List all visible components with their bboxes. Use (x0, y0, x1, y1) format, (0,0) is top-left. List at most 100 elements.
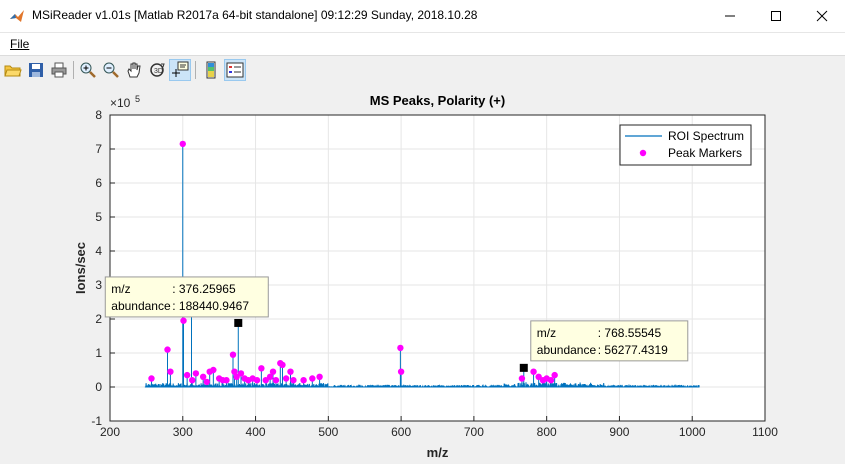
peak-marker (192, 370, 200, 377)
peak-marker (164, 346, 171, 353)
data-cursor-button[interactable] (169, 59, 191, 81)
y-tick-label: 8 (95, 108, 102, 122)
rotate-button[interactable]: 3D (146, 59, 168, 81)
peak-marker (309, 375, 316, 382)
y-exponent-base: ×10 (110, 96, 131, 110)
colorbar-icon (206, 61, 216, 79)
peak-marker (258, 365, 265, 372)
x-tick-label: 200 (100, 425, 120, 439)
peak-marker (551, 371, 558, 379)
peak-marker (203, 378, 210, 386)
axis-ticks: 200 300 400 500 600 700 800 900 1000 1100 -1 0 1 2 3 4 5… (91, 108, 778, 439)
menu-bar: File (0, 33, 845, 55)
x-tick-label: 700 (464, 425, 484, 439)
peak-marker (279, 361, 286, 369)
datatip-label: m/z (537, 326, 556, 340)
minimize-icon (725, 15, 735, 17)
toolbar-separator (73, 61, 74, 79)
peak-marker (272, 377, 280, 384)
maximize-icon (771, 11, 781, 21)
toolbar: 3D (0, 55, 845, 86)
peak-marker (397, 344, 404, 352)
datatip-value: : 376.25965 (172, 282, 236, 296)
close-icon (816, 10, 828, 22)
legend-marker-swatch (639, 149, 647, 157)
maximize-button[interactable] (753, 0, 799, 32)
x-tick-label: 800 (537, 425, 557, 439)
toolbar-separator (195, 61, 196, 79)
y-tick-label: 7 (95, 142, 102, 156)
zoom-out-button[interactable] (100, 59, 122, 81)
print-button[interactable] (48, 59, 70, 81)
peak-marker (530, 368, 537, 375)
title-bar: MSiReader v1.01s [Matlab R2017a 64-bit s… (0, 0, 845, 33)
x-tick-label: 900 (609, 425, 629, 439)
peak-marker (180, 317, 187, 324)
legend-entry-label: ROI Spectrum (668, 129, 744, 143)
x-tick-label: 1100 (752, 425, 778, 439)
y-exponent-power: 5 (135, 94, 140, 104)
peak-markers (148, 140, 558, 386)
peak-marker (269, 368, 277, 375)
minimize-button[interactable] (707, 0, 753, 32)
axes-background (110, 115, 765, 421)
peak-marker (210, 366, 217, 374)
datatip-anchor[interactable] (519, 363, 528, 372)
peak-marker (237, 370, 245, 377)
peak-marker (229, 351, 237, 358)
save-icon (29, 63, 43, 77)
peak-marker (262, 377, 269, 384)
x-tick-label: 400 (246, 425, 266, 439)
x-tick-label: 500 (318, 425, 338, 439)
pan-button[interactable] (123, 59, 145, 81)
datatip-value: : 56277.4319 (598, 343, 668, 357)
open-button[interactable] (2, 59, 24, 81)
peak-marker (287, 368, 294, 375)
y-tick-label: 2 (95, 312, 102, 326)
datatip-box (530, 320, 689, 362)
peak-marker (282, 375, 290, 382)
peak-marker (183, 371, 191, 379)
rotate-3d-icon: 3D (150, 63, 165, 77)
datatip-anchor[interactable] (234, 318, 243, 327)
peak-marker (535, 373, 542, 380)
y-axis-label: Ions/sec (73, 242, 88, 294)
datatip-value: : 188440.9467 (172, 299, 249, 313)
y-tick-label: 3 (95, 278, 102, 292)
legend-icon (226, 62, 244, 78)
save-button[interactable] (25, 59, 47, 81)
legend-button[interactable] (224, 59, 246, 81)
colorbar-button[interactable] (200, 59, 222, 81)
peak-marker (223, 377, 230, 384)
peak-marker (199, 373, 207, 380)
peak-marker (316, 373, 323, 380)
peak-marker (167, 368, 174, 375)
menu-file[interactable]: File (10, 37, 29, 51)
chart-legend[interactable]: ROI Spectrum Peak Markers (619, 124, 752, 166)
chart-title: MS Peaks, Polarity (+) (370, 93, 505, 108)
zoom-in-button[interactable] (77, 59, 99, 81)
datatip-label: abundance (537, 343, 597, 357)
pan-hand-icon (127, 62, 141, 78)
matlab-app-icon (10, 10, 24, 22)
y-tick-label: 5 (95, 210, 102, 224)
peak-marker (233, 373, 240, 380)
menu-file-label: File (10, 37, 30, 51)
y-tick-label: 0 (95, 380, 102, 394)
ms-peaks-chart[interactable]: 200 300 400 500 600 700 800 900 1000 1100 -1 0 1 2 3 4 5… (0, 85, 845, 464)
peak-marker (179, 140, 186, 148)
window-title: MSiReader v1.01s [Matlab R2017a 64-bit s… (32, 8, 478, 22)
y-tick-label: -1 (91, 414, 102, 428)
peak-marker (518, 375, 526, 382)
roi-spectrum (144, 143, 700, 388)
peak-marker (397, 368, 405, 375)
datatip-box (104, 276, 269, 318)
close-button[interactable] (799, 0, 845, 32)
peak-marker (547, 377, 555, 384)
y-axis-exponent: ×10 5 (110, 94, 140, 110)
x-tick-label: 1000 (679, 425, 706, 439)
y-tick-label: 1 (95, 346, 102, 360)
